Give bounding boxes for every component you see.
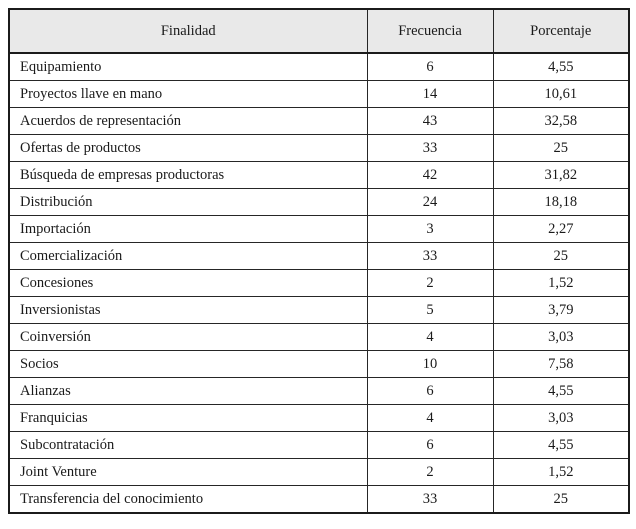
table-row: Alianzas 6 4,55 bbox=[8, 377, 630, 405]
cell-finalidad: Joint Venture bbox=[8, 458, 368, 486]
cell-frecuencia: 3 bbox=[366, 215, 494, 243]
cell-porcentaje: 3,79 bbox=[492, 296, 630, 324]
cell-porcentaje: 25 bbox=[492, 242, 630, 270]
cell-porcentaje: 4,55 bbox=[492, 377, 630, 405]
cell-finalidad: Comercialización bbox=[8, 242, 368, 270]
column-header-finalidad: Finalidad bbox=[8, 8, 368, 54]
cell-finalidad: Alianzas bbox=[8, 377, 368, 405]
cell-frecuencia: 33 bbox=[366, 134, 494, 162]
cell-finalidad: Inversionistas bbox=[8, 296, 368, 324]
table-row: Proyectos llave en mano 14 10,61 bbox=[8, 80, 630, 108]
table-row: Acuerdos de representación 43 32,58 bbox=[8, 107, 630, 135]
cell-porcentaje: 4,55 bbox=[492, 431, 630, 459]
cell-frecuencia: 5 bbox=[366, 296, 494, 324]
table-header: Finalidad Frecuencia Porcentaje bbox=[8, 8, 630, 54]
table-row: Socios 10 7,58 bbox=[8, 350, 630, 378]
cell-frecuencia: 4 bbox=[366, 404, 494, 432]
cell-frecuencia: 2 bbox=[366, 269, 494, 297]
table-row: Importación 3 2,27 bbox=[8, 215, 630, 243]
cell-porcentaje: 1,52 bbox=[492, 269, 630, 297]
table-row: Franquicias 4 3,03 bbox=[8, 404, 630, 432]
cell-porcentaje: 31,82 bbox=[492, 161, 630, 189]
table-row: Distribución 24 18,18 bbox=[8, 188, 630, 216]
cell-porcentaje: 1,52 bbox=[492, 458, 630, 486]
cell-finalidad: Ofertas de productos bbox=[8, 134, 368, 162]
cell-frecuencia: 6 bbox=[366, 377, 494, 405]
cell-frecuencia: 43 bbox=[366, 107, 494, 135]
table-row: Joint Venture 2 1,52 bbox=[8, 458, 630, 486]
cell-finalidad: Socios bbox=[8, 350, 368, 378]
cell-porcentaje: 7,58 bbox=[492, 350, 630, 378]
cell-finalidad: Distribución bbox=[8, 188, 368, 216]
cell-frecuencia: 4 bbox=[366, 323, 494, 351]
cell-frecuencia: 6 bbox=[366, 431, 494, 459]
table-row: Ofertas de productos 33 25 bbox=[8, 134, 630, 162]
cell-finalidad: Equipamiento bbox=[8, 52, 368, 81]
cell-finalidad: Subcontratación bbox=[8, 431, 368, 459]
table-row: Concesiones 2 1,52 bbox=[8, 269, 630, 297]
table-row: Búsqueda de empresas productoras 42 31,82 bbox=[8, 161, 630, 189]
cell-finalidad: Acuerdos de representación bbox=[8, 107, 368, 135]
cell-finalidad: Importación bbox=[8, 215, 368, 243]
cell-finalidad: Coinversión bbox=[8, 323, 368, 351]
cell-porcentaje: 25 bbox=[492, 134, 630, 162]
table-row: Subcontratación 6 4,55 bbox=[8, 431, 630, 459]
cell-porcentaje: 3,03 bbox=[492, 404, 630, 432]
column-header-frecuencia: Frecuencia bbox=[366, 8, 494, 54]
cell-finalidad: Concesiones bbox=[8, 269, 368, 297]
cell-porcentaje: 3,03 bbox=[492, 323, 630, 351]
column-header-porcentaje: Porcentaje bbox=[492, 8, 630, 54]
cell-finalidad: Proyectos llave en mano bbox=[8, 80, 368, 108]
finalidad-frequency-table: Finalidad Frecuencia Porcentaje Equipami… bbox=[8, 8, 630, 514]
cell-porcentaje: 2,27 bbox=[492, 215, 630, 243]
table-row: Transferencia del conocimiento 33 25 bbox=[8, 485, 630, 514]
cell-porcentaje: 10,61 bbox=[492, 80, 630, 108]
cell-porcentaje: 32,58 bbox=[492, 107, 630, 135]
cell-frecuencia: 6 bbox=[366, 52, 494, 81]
cell-frecuencia: 10 bbox=[366, 350, 494, 378]
header-row: Finalidad Frecuencia Porcentaje bbox=[8, 8, 630, 54]
cell-frecuencia: 33 bbox=[366, 242, 494, 270]
cell-finalidad: Búsqueda de empresas productoras bbox=[8, 161, 368, 189]
table-body: Equipamiento 6 4,55 Proyectos llave en mano… bbox=[8, 52, 630, 514]
table-row: Coinversión 4 3,03 bbox=[8, 323, 630, 351]
cell-frecuencia: 42 bbox=[366, 161, 494, 189]
cell-porcentaje: 4,55 bbox=[492, 52, 630, 81]
cell-frecuencia: 14 bbox=[366, 80, 494, 108]
cell-porcentaje: 25 bbox=[492, 485, 630, 514]
frequency-table-container: Finalidad Frecuencia Porcentaje Equipami… bbox=[8, 8, 630, 514]
table-row: Equipamiento 6 4,55 bbox=[8, 52, 630, 81]
table-row: Comercialización 33 25 bbox=[8, 242, 630, 270]
cell-frecuencia: 24 bbox=[366, 188, 494, 216]
table-row: Inversionistas 5 3,79 bbox=[8, 296, 630, 324]
cell-frecuencia: 2 bbox=[366, 458, 494, 486]
cell-finalidad: Franquicias bbox=[8, 404, 368, 432]
cell-porcentaje: 18,18 bbox=[492, 188, 630, 216]
cell-finalidad: Transferencia del conocimiento bbox=[8, 485, 368, 514]
cell-frecuencia: 33 bbox=[366, 485, 494, 514]
